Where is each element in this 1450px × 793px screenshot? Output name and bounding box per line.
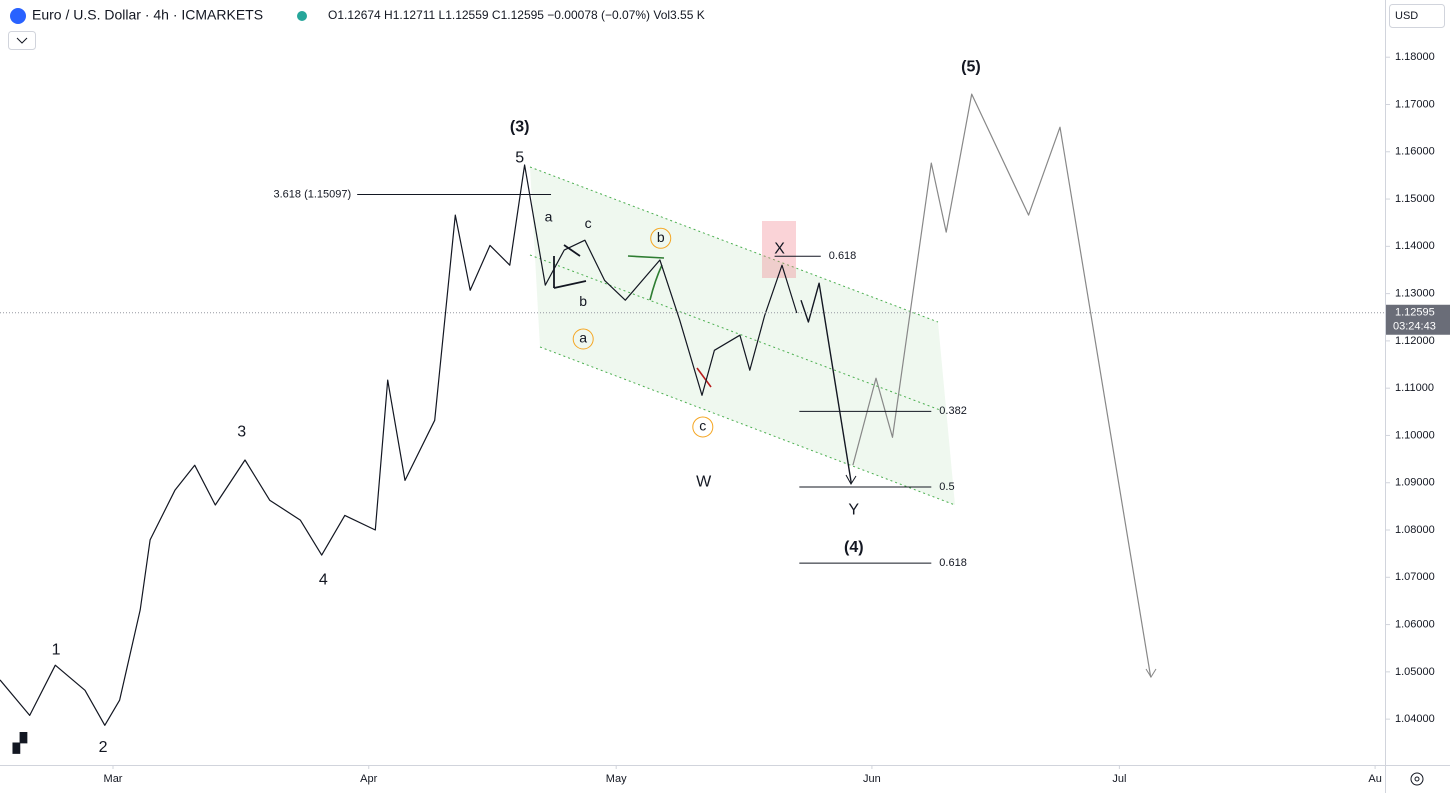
price-line: [0, 164, 798, 726]
currency: USD: [1395, 10, 1418, 22]
y-tick-label: 1.07000: [1395, 571, 1435, 583]
wave-label: 3: [237, 423, 246, 440]
plot: 3.618 (1.15097) 0.618 0.382 0.5 0.618 1 2 3 4 5 (3…: [0, 58, 1385, 756]
fib-label: 3.618 (1.15097): [274, 188, 352, 200]
triangle-drawing: [553, 244, 587, 289]
settings-icon: [1414, 776, 1420, 782]
x-tick-label: Au: [1368, 773, 1381, 785]
y-tick-label: 1.15000: [1395, 193, 1435, 205]
x-tick-label: Jul: [1112, 773, 1126, 785]
chevron: [16, 37, 28, 44]
settings-button[interactable]: [1410, 772, 1424, 786]
wave-circle: [692, 416, 714, 438]
collapse-button[interactable]: [8, 31, 36, 50]
wave-label: 1: [52, 641, 61, 658]
y-tick-label: 1.09000: [1395, 477, 1435, 489]
y-tick-label: 1.16000: [1395, 146, 1435, 158]
y-tick-label: 1.06000: [1395, 618, 1435, 630]
target-zone: [762, 221, 796, 278]
wave-label: W: [696, 473, 712, 490]
symbol-logo: [10, 8, 26, 24]
red-drawing: [696, 367, 712, 388]
wave-label: b: [657, 229, 665, 245]
wave-label: (3): [510, 118, 530, 135]
fib-label: 0.618: [829, 250, 857, 262]
price-line: [800, 282, 852, 484]
wave-label: c: [699, 418, 706, 434]
wave-label: Y: [848, 501, 859, 518]
x-tick-label: May: [606, 773, 627, 785]
y-tick-label: 1.13000: [1395, 288, 1435, 300]
wave-label: 2: [99, 739, 108, 756]
channel-line: [539, 346, 956, 506]
y-tick-label: 1.14000: [1395, 240, 1435, 252]
y-tick-label: 1.08000: [1395, 524, 1435, 536]
y-tick-label: 1.05000: [1395, 666, 1435, 678]
last-price-box: [1386, 304, 1450, 335]
wave-label: (4): [844, 539, 864, 556]
wave-label: b: [579, 293, 587, 309]
wave-circle: [572, 328, 594, 350]
ohlc: O1.12674 H1.12711 L1.12559 C1.12595 −0.0…: [328, 8, 705, 22]
wave-circle: [650, 227, 672, 249]
currency-button[interactable]: [1389, 4, 1445, 28]
y-tick-label: 1.12000: [1395, 335, 1435, 347]
wave-label: c: [585, 215, 592, 231]
wave-label: (5): [961, 58, 981, 75]
curve-drawing: [627, 255, 665, 301]
market-status: [297, 11, 307, 21]
y-tick-label: 1.18000: [1395, 51, 1435, 63]
arrow-head: [845, 474, 857, 485]
tv-logo: ▞: [12, 731, 28, 754]
y-tick-label: 1.04000: [1395, 713, 1435, 725]
countdown: 03:24:43: [1393, 321, 1436, 333]
wave-label: 4: [319, 571, 328, 588]
symbol-title[interactable]: Euro / U.S. Dollar · 4h · ICMARKETS: [32, 7, 263, 23]
y-tick-label: 1.10000: [1395, 429, 1435, 441]
x-tick-label: Jun: [863, 773, 881, 785]
wave-label: a: [545, 209, 553, 225]
fib-label: 0.5: [939, 481, 954, 493]
wave-label: 5: [515, 150, 524, 167]
wave-label: a: [579, 330, 587, 346]
x-tick-label: Mar: [104, 773, 123, 785]
y-tick-label: 1.11000: [1395, 382, 1434, 394]
wave-label: X: [774, 240, 785, 257]
fib-label: 0.618: [939, 557, 967, 569]
fib-label: 0.382: [939, 405, 967, 417]
y-tick-label: 1.17000: [1395, 98, 1435, 110]
price-line: [852, 93, 1152, 678]
x-tick-label: Apr: [360, 773, 377, 785]
channel-fill: [530, 167, 955, 505]
channel-line: [529, 254, 941, 411]
last-price-label: 1.12595: [1395, 307, 1435, 319]
